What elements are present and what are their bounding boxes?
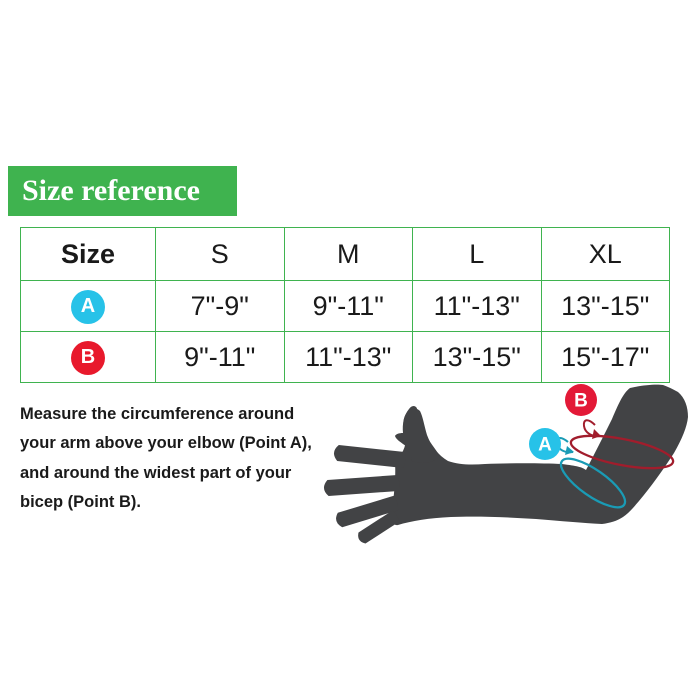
svg-text:B: B (574, 391, 588, 412)
svg-text:A: A (538, 435, 552, 456)
